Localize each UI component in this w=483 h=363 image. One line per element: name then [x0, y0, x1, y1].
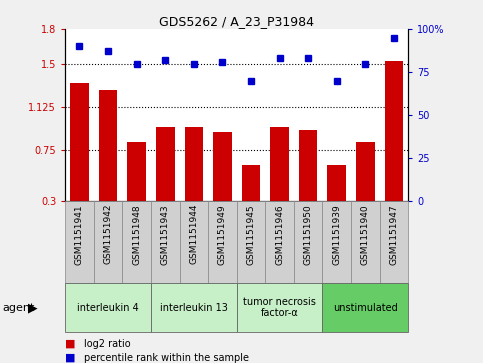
Text: GSM1151941: GSM1151941 — [75, 204, 84, 265]
Bar — [299, 130, 317, 201]
Text: interleukin 13: interleukin 13 — [160, 303, 228, 313]
Text: agent: agent — [2, 303, 35, 313]
Bar — [185, 127, 203, 201]
Bar — [70, 83, 89, 201]
Bar — [208, 201, 237, 283]
Text: GSM1151945: GSM1151945 — [246, 204, 256, 265]
Text: tumor necrosis
factor-α: tumor necrosis factor-α — [243, 297, 316, 318]
Text: ■: ■ — [65, 339, 76, 349]
Text: GSM1151942: GSM1151942 — [103, 204, 113, 264]
Text: GSM1151950: GSM1151950 — [304, 204, 313, 265]
Bar — [237, 201, 265, 283]
Text: GSM1151944: GSM1151944 — [189, 204, 199, 264]
Text: GSM1151948: GSM1151948 — [132, 204, 141, 265]
Text: ■: ■ — [65, 352, 76, 363]
Bar — [65, 201, 94, 283]
Text: GSM1151940: GSM1151940 — [361, 204, 370, 265]
Text: GSM1151946: GSM1151946 — [275, 204, 284, 265]
Title: GDS5262 / A_23_P31984: GDS5262 / A_23_P31984 — [159, 15, 314, 28]
Text: unstimulated: unstimulated — [333, 303, 398, 313]
Text: GSM1151947: GSM1151947 — [389, 204, 398, 265]
Bar — [294, 201, 323, 283]
Bar — [351, 201, 380, 283]
Bar — [356, 142, 374, 201]
Bar — [384, 61, 403, 201]
Bar — [156, 127, 174, 201]
Bar — [323, 283, 408, 332]
Text: percentile rank within the sample: percentile rank within the sample — [84, 352, 249, 363]
Bar — [180, 201, 208, 283]
Bar — [213, 132, 232, 201]
Text: log2 ratio: log2 ratio — [84, 339, 130, 349]
Text: GSM1151939: GSM1151939 — [332, 204, 341, 265]
Bar — [242, 165, 260, 201]
Bar — [151, 201, 180, 283]
Bar — [99, 90, 117, 201]
Bar — [380, 201, 408, 283]
Bar — [151, 283, 237, 332]
Bar — [65, 283, 151, 332]
Text: interleukin 4: interleukin 4 — [77, 303, 139, 313]
Bar — [237, 283, 323, 332]
Bar — [270, 127, 289, 201]
Bar — [122, 201, 151, 283]
Bar — [94, 201, 122, 283]
Text: GSM1151943: GSM1151943 — [161, 204, 170, 265]
Text: GSM1151949: GSM1151949 — [218, 204, 227, 265]
Text: ▶: ▶ — [28, 301, 38, 314]
Bar — [128, 142, 146, 201]
Bar — [265, 201, 294, 283]
Bar — [327, 165, 346, 201]
Bar — [323, 201, 351, 283]
